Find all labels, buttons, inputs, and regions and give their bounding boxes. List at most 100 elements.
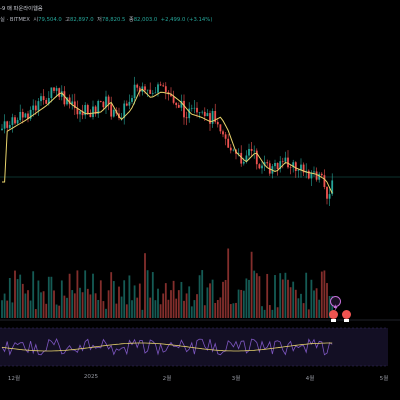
- candle-body: [193, 107, 196, 109]
- volume-bar: [185, 293, 188, 318]
- flag-icon[interactable]: [342, 310, 351, 322]
- low-label: 저: [96, 17, 102, 23]
- candle-body: [144, 86, 146, 91]
- volume-bar: [47, 276, 50, 318]
- volume-bar: [307, 309, 310, 318]
- candle-body: [102, 101, 105, 108]
- candle-body: [63, 91, 66, 105]
- candle-body: [300, 164, 302, 171]
- candle-body: [151, 93, 154, 94]
- candle-body: [6, 121, 9, 128]
- candle-body: [211, 111, 214, 124]
- candle-body: [190, 108, 193, 109]
- candle-body: [86, 105, 89, 114]
- candle-body: [29, 109, 32, 119]
- candle-body: [123, 103, 126, 118]
- volume-bar: [1, 300, 3, 318]
- volume-bar: [16, 279, 19, 318]
- volume-bar: [136, 297, 139, 318]
- moving-average-line: [2, 88, 333, 194]
- candle-body: [71, 101, 74, 105]
- candle-body: [8, 124, 11, 128]
- volume-bar: [193, 300, 196, 318]
- volume-bar: [32, 271, 35, 318]
- candle-body: [263, 162, 266, 166]
- candle-body: [14, 117, 16, 124]
- candle-body: [203, 111, 206, 117]
- candle-body: [331, 180, 334, 195]
- volume-bar: [66, 297, 68, 318]
- volume-bar: [209, 283, 211, 318]
- candle-body: [287, 157, 289, 168]
- volume-bar: [232, 303, 235, 318]
- volume-bar: [14, 270, 16, 318]
- volume-bar: [271, 309, 274, 318]
- candle-body: [128, 101, 131, 106]
- volume-bar: [323, 270, 326, 318]
- candle-body: [42, 96, 45, 101]
- candle-body: [55, 88, 58, 91]
- ohlc-legend: 실 · BITMEX 시79,504.0 고82,897.0 저78,820.5…: [0, 14, 212, 26]
- volume-bar: [263, 309, 266, 318]
- candle-body: [255, 150, 258, 165]
- x-axis-label: 2025: [83, 374, 99, 380]
- volume-bar: [211, 279, 214, 318]
- volume-bar: [128, 275, 131, 318]
- volume-bar: [99, 280, 102, 318]
- volume-bar: [24, 293, 27, 318]
- volume-bar: [175, 298, 178, 318]
- candle-body: [107, 96, 110, 105]
- candle-body: [276, 162, 279, 170]
- volume-bar: [144, 253, 146, 318]
- candle-body: [318, 173, 321, 180]
- volume-bar: [115, 303, 118, 318]
- volume-bar: [279, 273, 282, 318]
- candle-body: [157, 84, 159, 93]
- volume-bar: [89, 294, 92, 318]
- volume-bar: [266, 273, 269, 318]
- candle-body: [284, 157, 287, 162]
- volume-bar: [297, 298, 300, 318]
- symbol-title[interactable]: -9 매 파운라이웹음: [0, 6, 43, 12]
- candle-body: [188, 108, 191, 119]
- candle-body: [315, 171, 318, 180]
- candle-body: [159, 84, 162, 86]
- candle-body: [76, 107, 79, 115]
- rsi-line: [1, 337, 333, 356]
- volume-bar: [55, 304, 58, 318]
- volume-bar: [216, 300, 219, 318]
- volume-bar: [206, 287, 209, 318]
- candle-body: [289, 167, 292, 168]
- candle-body: [50, 87, 53, 99]
- volume-bar: [29, 300, 32, 318]
- candle-body: [105, 96, 107, 108]
- volume-bar: [302, 303, 305, 318]
- candle-body: [245, 155, 248, 162]
- x-axis-label: 12월: [7, 376, 21, 382]
- candle-body: [131, 98, 133, 102]
- candle-body: [326, 187, 328, 199]
- volume-bar: [40, 292, 42, 318]
- x-axis-label: 3월: [231, 376, 241, 382]
- x-axis-label: 5월: [379, 376, 389, 382]
- volume-bar: [229, 304, 232, 318]
- volume-bar: [235, 302, 237, 318]
- rsi-band: [0, 328, 388, 366]
- candle-body: [328, 194, 331, 199]
- open-value: 79,504.0: [38, 17, 62, 23]
- flag-icon[interactable]: [329, 310, 338, 322]
- volume-bar: [219, 297, 222, 318]
- volume-bar: [118, 286, 120, 318]
- lightning-icon[interactable]: [330, 296, 341, 311]
- volume-bar: [146, 270, 149, 318]
- volume-bar: [310, 279, 313, 318]
- candle-body: [175, 102, 178, 106]
- volume-bar: [245, 278, 248, 318]
- candle-body: [279, 161, 282, 170]
- candle-body: [133, 84, 136, 99]
- volume-bar: [196, 294, 198, 318]
- volume-bar: [60, 280, 63, 318]
- candle-body: [68, 97, 71, 105]
- volume-bar: [240, 289, 243, 318]
